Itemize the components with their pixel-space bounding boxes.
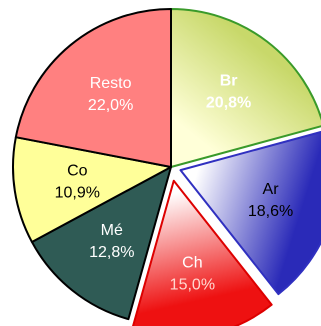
slice-value-ar: 18,6% [248,203,293,220]
pie-slice-ch [132,179,273,326]
slice-value-mé: 12,8% [89,244,134,261]
pie-labels: Br 20,8% Ar 18,6% Ch 15,0% Mé 12,8% Co 10,9% Resto… [55,73,294,294]
slice-label-ar: Ar [263,181,280,198]
slice-label-co: Co [67,162,88,179]
slice-value-resto: 22,0% [88,97,133,114]
slice-label-ch: Ch [182,255,202,272]
pie-slice-co [12,136,172,243]
pie-slice-ar [179,130,321,296]
slice-value-ch: 15,0% [170,277,215,294]
pie-slice-br [170,8,321,168]
slice-label-resto: Resto [90,75,132,92]
pie-slice-mé [30,166,172,321]
pie-slices [12,8,321,326]
pie-slice-resto [14,8,172,168]
slice-value-br: 20,8% [206,95,251,112]
slice-label-mé: Mé [101,222,123,239]
slice-label-br: Br [220,73,238,90]
slice-value-co: 10,9% [55,184,100,201]
